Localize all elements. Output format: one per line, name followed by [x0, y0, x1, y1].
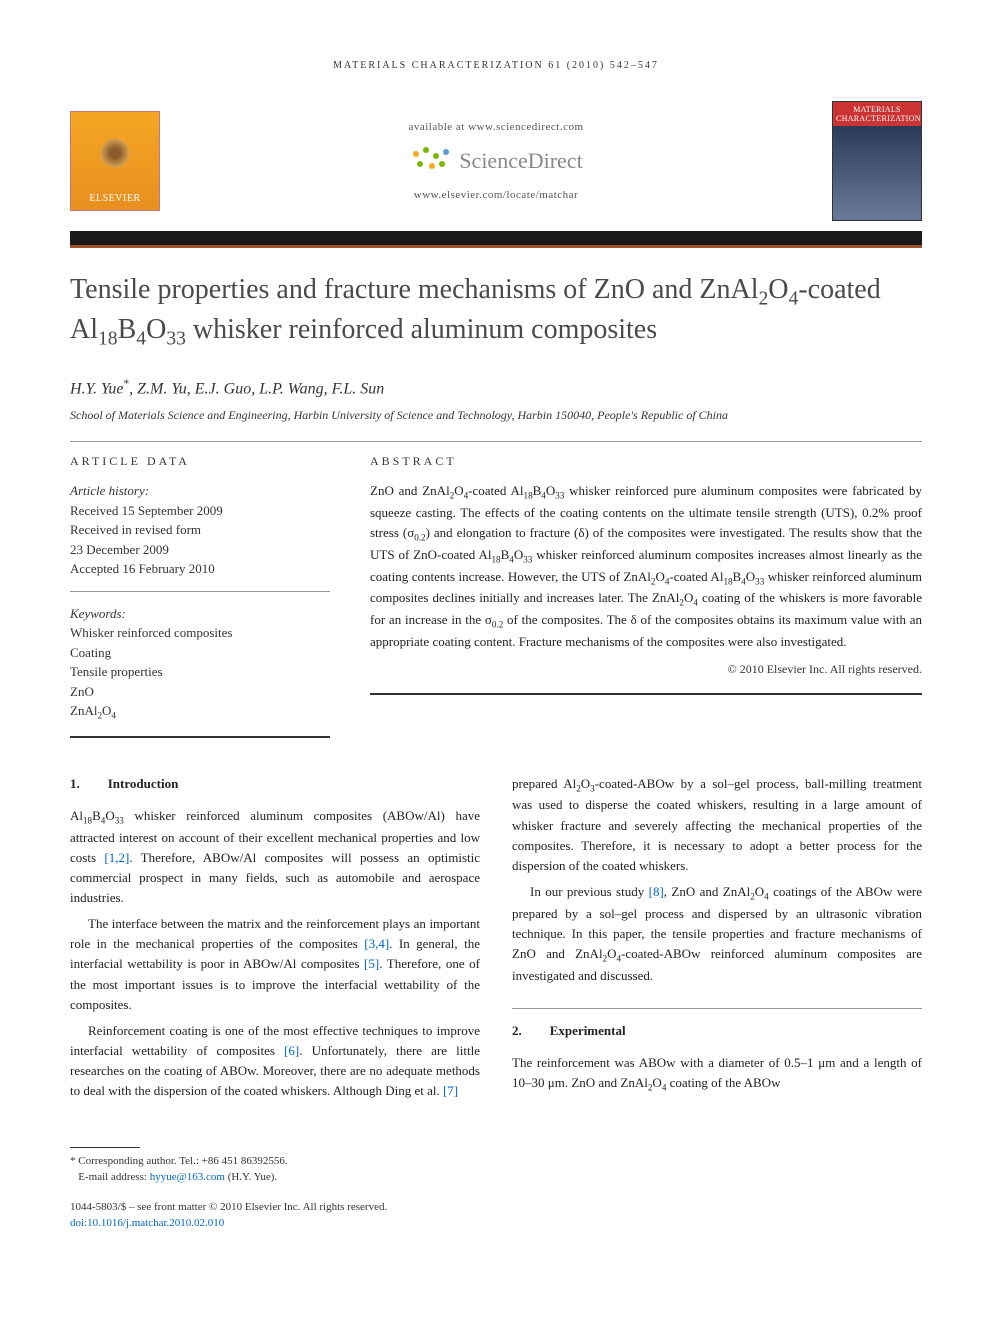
issn-line: 1044-5803/$ – see front matter © 2010 El… [70, 1200, 922, 1216]
sciencedirect-logo: ScienceDirect [409, 147, 582, 175]
abstract-column: ABSTRACT ZnO and ZnAl2O4-coated Al18B4O3… [370, 454, 922, 749]
section-title: Experimental [550, 1021, 626, 1041]
elsevier-label: ELSEVIER [89, 193, 140, 204]
section-number: 2. [512, 1021, 522, 1041]
history-line: Received 15 September 2009 [70, 501, 330, 521]
section-heading-experimental: 2. Experimental [512, 1021, 922, 1041]
section-title: Introduction [108, 774, 179, 794]
paragraph: In our previous study [8], ZnO and ZnAl2… [512, 882, 922, 986]
email-author: (H.Y. Yue). [228, 1171, 278, 1183]
keyword: Coating [70, 643, 330, 663]
doi-line: doi:10.1016/j.matchar.2010.02.010 [70, 1216, 922, 1232]
abstract-heading: ABSTRACT [370, 454, 922, 469]
elsevier-tree-icon [85, 129, 145, 189]
divider [70, 736, 330, 738]
article-data-column: ARTICLE DATA Article history: Received 1… [70, 454, 330, 749]
email-link[interactable]: hyyue@163.com [150, 1171, 225, 1183]
header-bar-dark [70, 231, 922, 245]
keywords-label: Keywords: [70, 604, 330, 624]
divider [512, 1008, 922, 1009]
article-title: Tensile properties and fracture mechanis… [70, 272, 922, 352]
header-bar-accent [70, 245, 922, 248]
abstract-copyright: © 2010 Elsevier Inc. All rights reserved… [370, 662, 922, 677]
abstract-text: ZnO and ZnAl2O4-coated Al18B4O33 whisker… [370, 481, 922, 651]
paragraph: prepared Al2O3-coated-ABOw by a sol–gel … [512, 774, 922, 876]
history-line: Received in revised form [70, 520, 330, 540]
journal-cover-thumbnail: MATERIALS CHARACTERIZATION [832, 101, 922, 221]
sciencedirect-text: ScienceDirect [459, 148, 582, 174]
journal-cover-image [833, 126, 921, 220]
body-column-right: prepared Al2O3-coated-ABOw by a sol–gel … [512, 774, 922, 1108]
corr-label: * Corresponding author. [70, 1155, 177, 1167]
email-label: E-mail address: [78, 1171, 147, 1183]
keyword: Tensile properties [70, 662, 330, 682]
history-line: 23 December 2009 [70, 540, 330, 560]
divider [70, 591, 330, 592]
available-at-text: available at www.sciencedirect.com [160, 121, 832, 133]
journal-locate-url: www.elsevier.com/locate/matchar [160, 189, 832, 201]
corresponding-email-line: E-mail address: hyyue@163.com (H.Y. Yue)… [70, 1170, 922, 1186]
affiliation: School of Materials Science and Engineer… [70, 408, 922, 423]
doi-link[interactable]: doi:10.1016/j.matchar.2010.02.010 [70, 1217, 224, 1229]
sciencedirect-dots-icon [409, 147, 451, 175]
divider [370, 693, 922, 695]
elsevier-logo: ELSEVIER [70, 111, 160, 211]
paragraph: Al18B4O33 whisker reinforced aluminum co… [70, 806, 480, 908]
running-head: MATERIALS CHARACTERIZATION 61 (2010) 542… [70, 60, 922, 71]
keyword: ZnAl2O4 [70, 701, 330, 723]
article-history-label: Article history: [70, 481, 330, 501]
publisher-header: ELSEVIER available at www.sciencedirect.… [70, 101, 922, 221]
paragraph: The interface between the matrix and the… [70, 914, 480, 1015]
keyword: Whisker reinforced composites [70, 623, 330, 643]
page-footer: * Corresponding author. Tel.: +86 451 86… [70, 1147, 922, 1232]
corr-tel: Tel.: +86 451 86392556. [179, 1155, 287, 1167]
paragraph: Reinforcement coating is one of the most… [70, 1021, 480, 1102]
author-list: H.Y. Yue*, Z.M. Yu, E.J. Guo, L.P. Wang,… [70, 378, 922, 398]
section-number: 1. [70, 774, 80, 794]
history-line: Accepted 16 February 2010 [70, 559, 330, 579]
journal-cover-title: MATERIALS CHARACTERIZATION [833, 102, 921, 126]
section-heading-intro: 1. Introduction [70, 774, 480, 794]
article-data-heading: ARTICLE DATA [70, 454, 330, 469]
corresponding-author: * Corresponding author. Tel.: +86 451 86… [70, 1154, 922, 1170]
body-column-left: 1. Introduction Al18B4O33 whisker reinfo… [70, 774, 480, 1108]
paragraph: The reinforcement was ABOw with a diamet… [512, 1053, 922, 1095]
keyword: ZnO [70, 682, 330, 702]
divider [70, 441, 922, 442]
footnote-rule [70, 1147, 140, 1148]
